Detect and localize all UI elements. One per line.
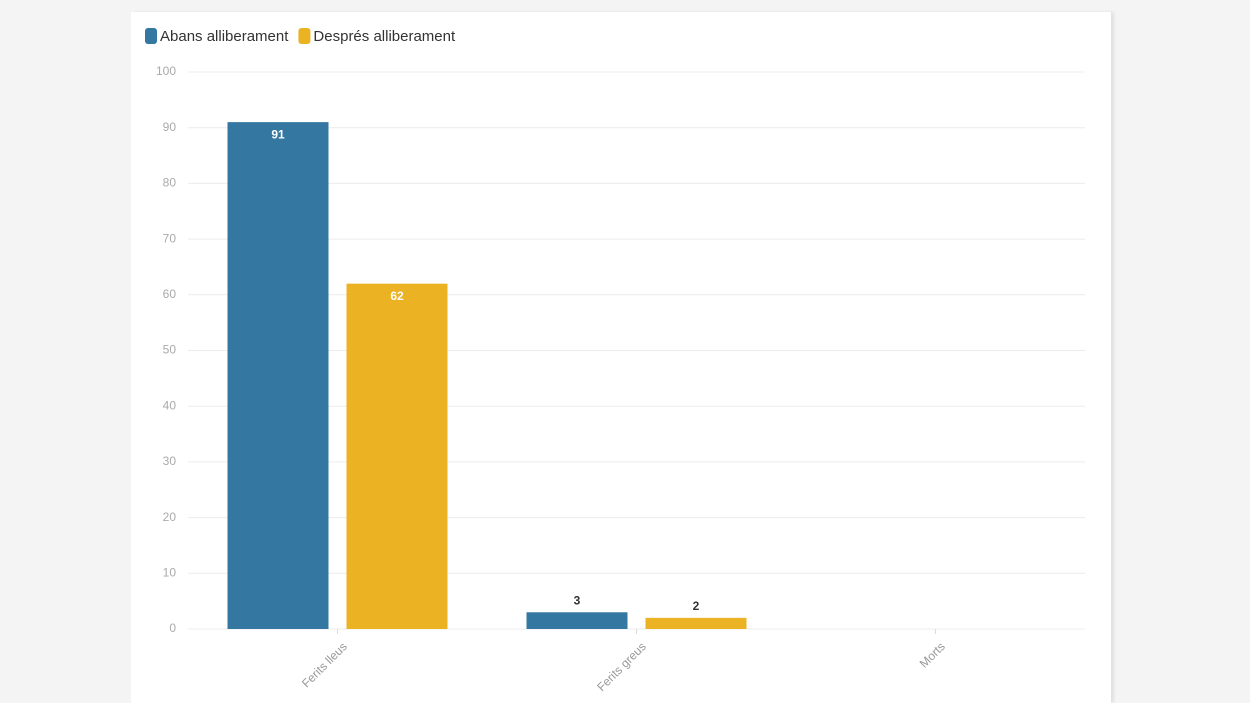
y-tick-label: 30	[163, 454, 177, 468]
y-tick-label: 40	[163, 398, 177, 412]
legend-swatch	[145, 28, 157, 44]
x-tick-label: Ferits lleus	[299, 639, 350, 690]
y-tick-label: 50	[163, 343, 177, 357]
legend-swatch	[298, 28, 311, 44]
y-tick-label: 60	[163, 287, 177, 301]
value-label: 91	[271, 127, 285, 141]
value-label: 2	[693, 599, 700, 613]
y-tick-label: 100	[156, 64, 176, 78]
bar	[346, 283, 448, 629]
value-label: 3	[574, 593, 581, 607]
x-tick-label: Ferits greus	[594, 639, 649, 694]
x-tick-label: Morts	[917, 639, 948, 670]
bar	[227, 122, 329, 629]
y-tick-label: 70	[163, 231, 177, 245]
y-tick-label: 0	[169, 621, 176, 635]
y-tick-label: 90	[163, 120, 177, 134]
y-tick-label: 10	[163, 565, 177, 579]
legend-label: Abans alliberament	[160, 28, 289, 45]
bar	[645, 617, 747, 629]
value-label: 62	[390, 289, 404, 303]
y-tick-label: 80	[163, 176, 177, 190]
bar	[526, 612, 628, 629]
y-tick-label: 20	[163, 510, 177, 524]
legend-label: Després alliberament	[313, 28, 456, 45]
